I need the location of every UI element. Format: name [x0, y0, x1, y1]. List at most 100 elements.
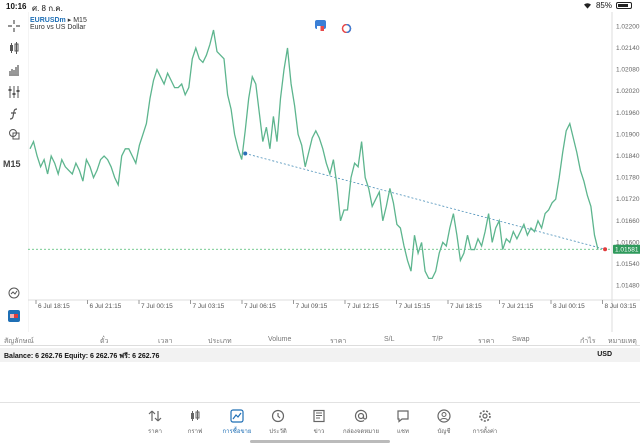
positions-header: สัญลักษณ์ ตั๋ว เวลา ประเภท Volume ราคา S…: [0, 334, 640, 346]
current-price-label: 1.01581: [615, 246, 639, 253]
y-tick-label: 1.01900: [616, 131, 640, 138]
y-tick-label: 1.01780: [616, 175, 640, 182]
x-tick-label: 7 Jul 21:15: [502, 303, 534, 310]
function-icon[interactable]: [6, 106, 22, 122]
col-price-current[interactable]: ราคา: [478, 338, 495, 345]
y-tick-label: 1.01960: [616, 110, 640, 117]
candles-icon[interactable]: [6, 40, 22, 56]
col-time[interactable]: เวลา: [158, 338, 173, 345]
bars-icon[interactable]: [6, 62, 22, 78]
tab-quotes-label: ราคา: [148, 429, 162, 435]
x-tick-label: 7 Jul 00:15: [141, 303, 173, 310]
x-tick-label: 8 Jul 03:15: [605, 303, 637, 310]
col-volume[interactable]: Volume: [268, 336, 292, 343]
buy-sell-panel-icon[interactable]: [315, 20, 326, 31]
tab-account-label: บัญชี: [437, 429, 451, 435]
symbol-description: Euro vs US Dollar: [30, 24, 86, 31]
col-comment[interactable]: หมายเหตุ: [608, 338, 637, 345]
trendline-end-handle[interactable]: [603, 247, 608, 252]
col-sl[interactable]: S/L: [384, 336, 395, 343]
trendline-start-handle[interactable]: [243, 151, 248, 156]
y-tick-label: 1.02020: [616, 88, 640, 95]
symbol-separator: ▸: [67, 17, 72, 24]
zoom-icon[interactable]: [6, 285, 22, 301]
account-icon: [437, 409, 451, 423]
settings-icon: [479, 410, 491, 422]
tab-news-label: ข่าว: [313, 429, 325, 435]
tab-settings[interactable]: การตั้งค่า: [465, 409, 505, 436]
status-bar: 10:16 ศ. 8 ก.ค. 85%: [0, 0, 640, 13]
bottom-tab-bar: ราคา กราฟ การซื้อขาย ประวัติ ข่าว กล่องจ…: [0, 402, 640, 447]
price-series-line: [29, 29, 599, 280]
tab-history-label: ประวัติ: [269, 429, 287, 435]
battery-icon: [616, 2, 632, 9]
depth-of-market-icon[interactable]: [341, 20, 352, 34]
objects-icon[interactable]: [6, 126, 22, 142]
tab-news[interactable]: ข่าว: [299, 409, 339, 436]
symbol-name: EURUSDm: [30, 17, 66, 24]
tab-chat[interactable]: แชท: [383, 409, 423, 436]
y-tick-label: 1.02080: [616, 67, 640, 74]
y-tick-label: 1.02200: [616, 23, 640, 30]
chat-icon: [397, 410, 409, 423]
tab-chat-label: แชท: [397, 429, 409, 435]
tab-history[interactable]: ประวัติ: [258, 409, 298, 436]
x-tick-label: 7 Jul 06:15: [244, 303, 276, 310]
one-click-trading-icon[interactable]: [6, 308, 22, 324]
col-type[interactable]: ประเภท: [208, 338, 232, 345]
tab-settings-label: การตั้งค่า: [472, 429, 498, 435]
y-tick-label: 1.01480: [616, 283, 640, 290]
col-price[interactable]: ราคา: [330, 338, 347, 345]
y-tick-label: 1.01540: [616, 261, 640, 268]
x-tick-label: 6 Jul 18:15: [38, 303, 70, 310]
tab-quotes[interactable]: ราคา: [135, 409, 175, 436]
x-tick-label: 7 Jul 12:15: [347, 303, 379, 310]
x-tick-label: 7 Jul 03:15: [193, 303, 225, 310]
status-date: ศ. 8 ก.ค.: [32, 4, 63, 13]
col-swap[interactable]: Swap: [512, 336, 530, 343]
y-tick-label: 1.02140: [616, 45, 640, 52]
x-tick-label: 7 Jul 09:15: [296, 303, 328, 310]
price-chart[interactable]: 1.02200 1.02140 1.02080 1.02020 1.01960 1.019…: [28, 12, 640, 332]
symbol-header[interactable]: EURUSDm ▸ M15: [30, 16, 87, 24]
home-indicator: [250, 440, 390, 443]
status-time: 10:16: [6, 2, 27, 11]
chart-icon: [191, 410, 200, 421]
history-icon: [271, 409, 285, 423]
mailbox-icon: [354, 409, 368, 422]
tab-mailbox[interactable]: กล่องจดหมาย: [341, 409, 381, 436]
crosshair-icon[interactable]: [6, 18, 22, 34]
x-tick-label: 7 Jul 18:15: [450, 303, 482, 310]
x-axis: 6 Jul 18:15 6 Jul 21:15 7 Jul 00:15 7 Jul 0…: [35, 300, 637, 310]
y-axis: 1.02200 1.02140 1.02080 1.02020 1.01960 1.019…: [616, 23, 640, 289]
quotes-icon: [148, 410, 162, 422]
x-tick-label: 8 Jul 00:15: [553, 303, 585, 310]
x-tick-label: 6 Jul 21:15: [90, 303, 122, 310]
battery-fill: [618, 4, 629, 7]
trendline[interactable]: [245, 153, 606, 250]
status-right: 85%: [583, 1, 632, 10]
balance-text: Balance: 6 262.76 Equity: 6 262.76 ฟรี: …: [4, 353, 160, 360]
indicators-icon[interactable]: [6, 84, 22, 100]
col-profit[interactable]: กำไร: [580, 338, 596, 345]
wifi-icon: [583, 3, 591, 9]
tab-account[interactable]: บัญชี: [424, 409, 464, 436]
battery-percent: 85%: [595, 1, 612, 10]
balance-currency: USD: [597, 351, 612, 358]
current-price-badge: [613, 244, 640, 254]
symbol-timeframe: M15: [73, 17, 87, 24]
timeframe-button[interactable]: M15: [3, 159, 21, 169]
y-tick-label: 1.01840: [616, 153, 640, 160]
x-tick-label: 7 Jul 15:15: [399, 303, 431, 310]
balance-bar: Balance: 6 262.76 Equity: 6 262.76 ฟรี: …: [0, 348, 640, 362]
tab-chart-label: กราฟ: [187, 429, 203, 435]
left-toolbar: M15: [0, 12, 28, 332]
tab-mailbox-label: กล่องจดหมาย: [342, 429, 380, 435]
col-ticket[interactable]: ตั๋ว: [100, 338, 109, 345]
news-icon: [313, 409, 325, 423]
tab-trade[interactable]: การซื้อขาย: [217, 409, 257, 436]
col-tp[interactable]: T/P: [432, 336, 443, 343]
trade-icon: [230, 409, 244, 423]
tab-chart[interactable]: กราฟ: [175, 409, 215, 436]
col-symbol[interactable]: สัญลักษณ์: [4, 338, 34, 345]
